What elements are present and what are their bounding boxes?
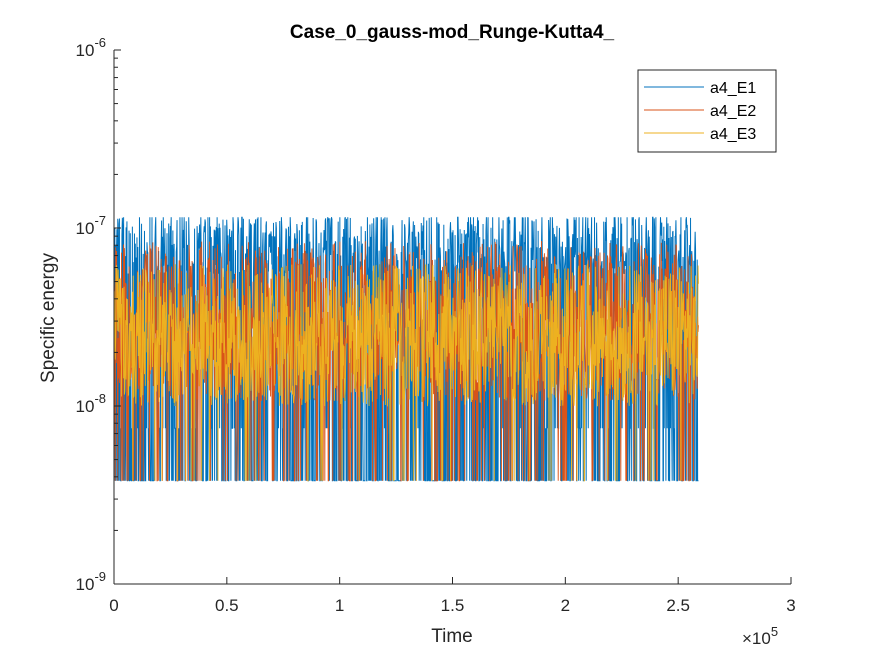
x-axis-label: Time bbox=[431, 626, 473, 647]
y-tick-label: 10-9 bbox=[76, 569, 106, 594]
x-tick-label: 2 bbox=[561, 596, 570, 615]
y-tick-label: 10-8 bbox=[76, 391, 106, 416]
x-tick-label: 0 bbox=[109, 596, 118, 615]
x-tick-label: 1 bbox=[335, 596, 344, 615]
y-tick-label: 10-6 bbox=[76, 35, 106, 60]
legend-label-a4_E3: a4_E3 bbox=[710, 126, 756, 143]
legend-box bbox=[637, 69, 777, 153]
legend[interactable]: a4_E1 a4_E2 a4_E3 bbox=[637, 69, 777, 153]
axes-layer: 0 0.5 1 1.5 2 2.5 3 ×105 10-9 10-8 10-7 10-6 bbox=[76, 35, 796, 648]
legend-label-a4_E1: a4_E1 bbox=[710, 80, 756, 97]
chart-title: Case_0_gauss-mod_Runge-Kutta4_ bbox=[290, 22, 615, 43]
y-axis-label: Specific energy bbox=[38, 253, 59, 383]
x-tick-label: 2.5 bbox=[666, 596, 690, 615]
x-tick-label: 1.5 bbox=[441, 596, 465, 615]
y-tick-label: 10-7 bbox=[76, 213, 106, 238]
x-tick-label: 3 bbox=[786, 596, 795, 615]
x-multiplier-label: ×105 bbox=[742, 624, 778, 648]
x-tick-label: 0.5 bbox=[215, 596, 239, 615]
series-layer bbox=[113, 216, 699, 482]
legend-label-a4_E2: a4_E2 bbox=[710, 103, 756, 120]
series-line-a4_E3 bbox=[113, 264, 699, 482]
